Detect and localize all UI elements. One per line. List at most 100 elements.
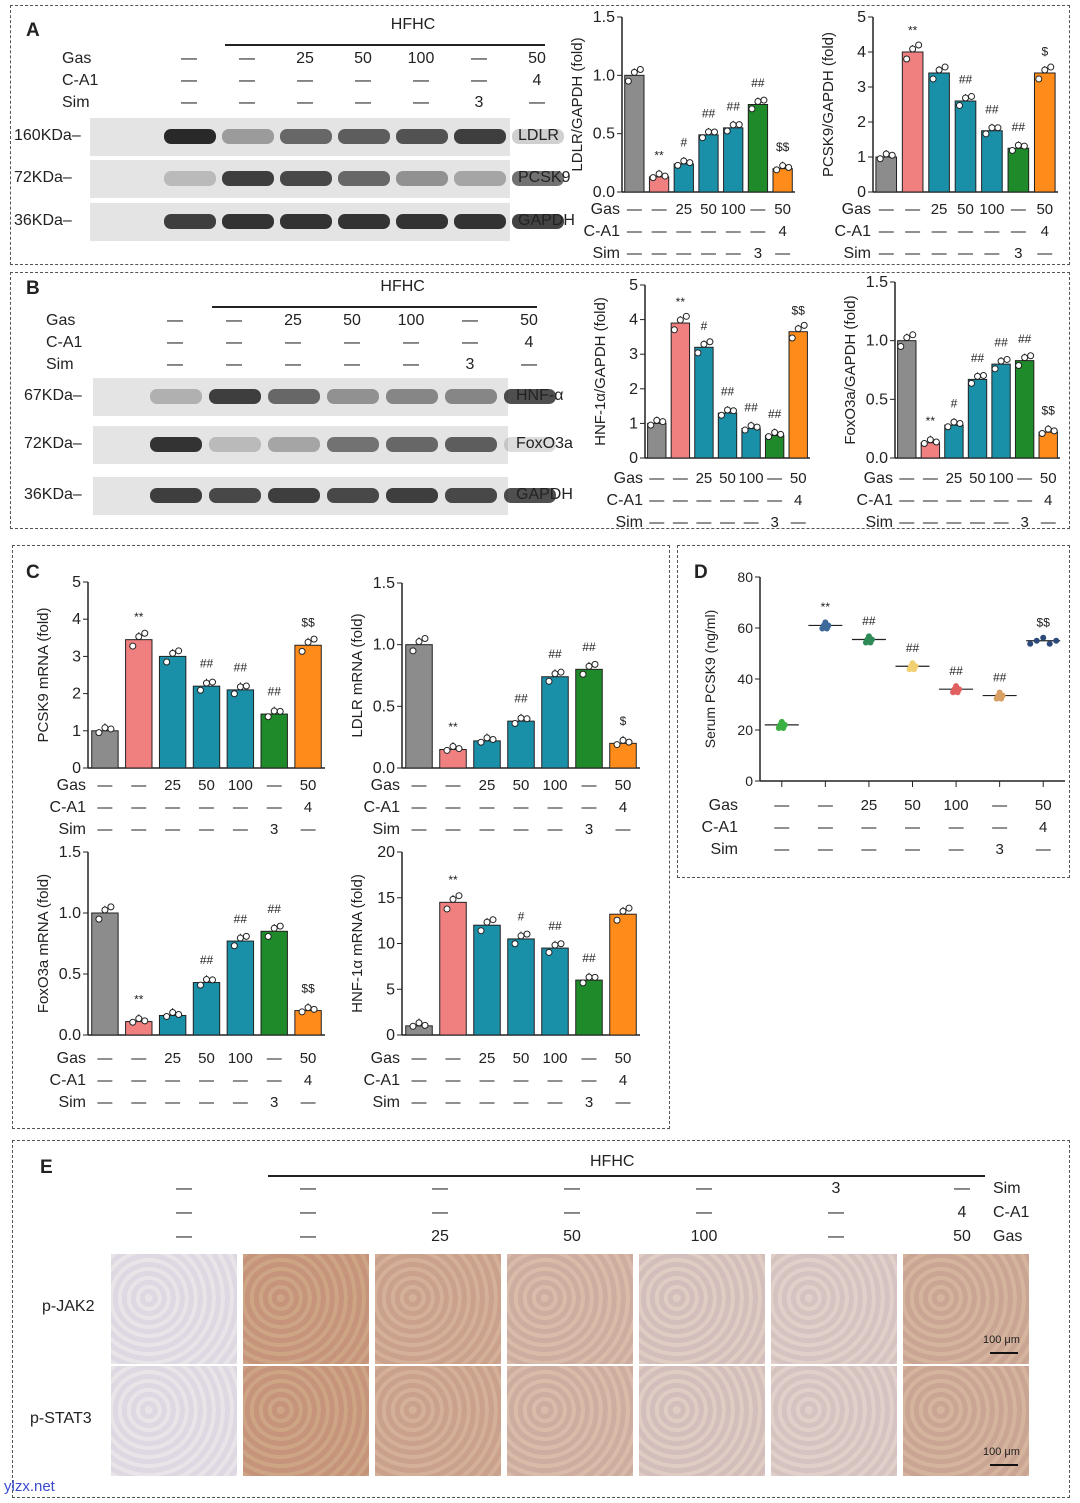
ihc-image [111, 1366, 237, 1476]
blot-band [268, 389, 320, 404]
treatment-value: — [403, 334, 419, 351]
blot-band [396, 129, 448, 144]
blot-band [268, 488, 320, 503]
blot-strip [90, 118, 564, 156]
treatment-value: — [471, 50, 487, 67]
treatment-value: — [696, 1180, 712, 1197]
blot-band [222, 129, 274, 144]
treatment-value: — [167, 312, 183, 329]
treatment-value: — [300, 1228, 316, 1245]
treatment-value: 50 [563, 1228, 581, 1245]
panel-b [10, 272, 1070, 529]
treatment-label-c-a1: C-A1 [46, 334, 83, 351]
blot-band [512, 214, 564, 229]
panel-d [677, 545, 1070, 878]
stain-label-p-jak2: p-JAK2 [42, 1298, 95, 1315]
treatment-value: 25 [296, 50, 314, 67]
blot-band [454, 129, 506, 144]
treatment-value: 4 [957, 1204, 967, 1221]
treatment-value: — [564, 1180, 580, 1197]
treatment-label-gas: Gas [993, 1228, 1023, 1245]
marker-label-72kda: 72KDa– [14, 169, 72, 186]
protein-label-0: LDLR [518, 127, 559, 144]
panel-label-a: A [26, 20, 40, 41]
blot-band [454, 171, 506, 186]
blot-band [454, 214, 506, 229]
blot-band [150, 389, 202, 404]
blot-band [504, 437, 556, 452]
panel-label-e: E [40, 1157, 53, 1178]
treatment-value: 50 [343, 312, 361, 329]
treatment-value: — [413, 72, 429, 89]
treatment-value: — [432, 1204, 448, 1221]
hfhc-line [268, 1175, 985, 1177]
stain-label-p-stat3: p-STAT3 [30, 1410, 92, 1427]
treatment-value: — [181, 50, 197, 67]
treatment-value: — [285, 334, 301, 351]
panel-label-c: C [26, 562, 40, 583]
blot-band [280, 214, 332, 229]
blot-band [386, 488, 438, 503]
blot-band [445, 488, 497, 503]
treatment-value: — [462, 334, 478, 351]
treatment-value: 3 [831, 1180, 841, 1197]
blot-band [386, 389, 438, 404]
blot-band [164, 129, 216, 144]
treatment-value: — [176, 1180, 192, 1197]
ihc-image [375, 1366, 501, 1476]
hfhc-label: HFHC [390, 16, 436, 33]
treatment-value: — [167, 356, 183, 373]
marker-label-67kda: 67KDa– [24, 387, 82, 404]
treatment-value: — [564, 1204, 580, 1221]
ihc-image [375, 1254, 501, 1364]
blot-band [164, 171, 216, 186]
ihc-image [639, 1254, 765, 1364]
ihc-image [243, 1366, 369, 1476]
blot-band [327, 389, 379, 404]
protein-label-0: HNF-α [516, 387, 564, 404]
treatment-value: 50 [528, 50, 546, 67]
ihc-image [771, 1254, 897, 1364]
blot-strip [90, 203, 564, 241]
blot-band [327, 488, 379, 503]
blot-band [504, 389, 556, 404]
hfhc-line [225, 44, 545, 46]
ihc-image [507, 1254, 633, 1364]
scale-bar [990, 1352, 1018, 1354]
treatment-value: — [696, 1204, 712, 1221]
protein-label-1: PCSK9 [518, 169, 571, 186]
panel-a [10, 5, 1070, 265]
blot-band [512, 171, 564, 186]
treatment-value: 25 [284, 312, 302, 329]
treatment-value: — [181, 94, 197, 111]
ihc-image [903, 1254, 1029, 1364]
blot-band [209, 437, 261, 452]
scale-bar [990, 1464, 1018, 1466]
treatment-value: 50 [520, 312, 538, 329]
treatment-label-gas: Gas [62, 50, 92, 67]
treatment-value: — [285, 356, 301, 373]
blot-band [150, 488, 202, 503]
treatment-value: 100 [407, 50, 435, 67]
treatment-value: — [226, 312, 242, 329]
ihc-image [639, 1366, 765, 1476]
treatment-label-c-a1: C-A1 [62, 72, 99, 89]
treatment-label-c-a1: C-A1 [993, 1204, 1030, 1221]
protein-label-2: GAPDH [518, 212, 575, 229]
blot-band [338, 214, 390, 229]
panel-e [12, 1140, 1070, 1498]
treatment-value: 50 [953, 1228, 971, 1245]
marker-label-36kda: 36KDa– [14, 212, 72, 229]
blot-band [222, 171, 274, 186]
marker-label-160kda: 160KDa– [14, 127, 81, 144]
blot-strip [93, 378, 556, 416]
panel-c [12, 545, 670, 1129]
blot-band [327, 437, 379, 452]
hfhc-line [212, 306, 537, 308]
treatment-value: — [529, 94, 545, 111]
treatment-label-sim: Sim [62, 94, 90, 111]
blot-band [209, 389, 261, 404]
treatment-label-gas: Gas [46, 312, 76, 329]
blot-strip [93, 477, 556, 515]
